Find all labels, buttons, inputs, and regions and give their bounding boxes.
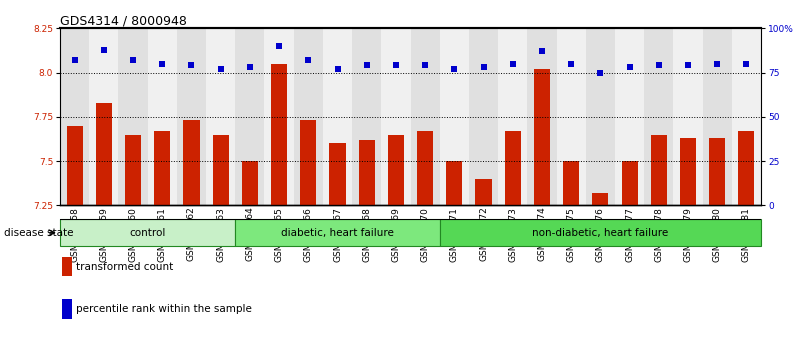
Point <box>360 63 373 68</box>
Bar <box>323 28 352 205</box>
Bar <box>732 28 761 205</box>
Bar <box>183 120 199 205</box>
Bar <box>271 64 287 205</box>
Bar <box>381 28 410 205</box>
Point <box>652 63 665 68</box>
Bar <box>644 28 674 205</box>
Bar <box>294 28 323 205</box>
Bar <box>119 28 147 205</box>
Bar <box>615 28 644 205</box>
Bar <box>674 28 702 205</box>
Bar <box>359 140 375 205</box>
Point <box>98 47 111 52</box>
Bar <box>702 28 732 205</box>
Text: transformed count: transformed count <box>76 262 173 272</box>
Bar <box>242 161 258 205</box>
Bar <box>212 135 229 205</box>
Bar <box>476 179 492 205</box>
Bar <box>440 219 761 246</box>
Bar <box>505 131 521 205</box>
Bar <box>709 138 725 205</box>
Bar <box>563 161 579 205</box>
Bar <box>586 28 615 205</box>
Point <box>272 43 285 49</box>
Point <box>185 63 198 68</box>
Bar <box>498 28 527 205</box>
Text: control: control <box>130 228 166 238</box>
Bar <box>147 28 177 205</box>
Bar <box>206 28 235 205</box>
Bar <box>60 28 89 205</box>
Point <box>244 64 256 70</box>
Bar <box>264 28 294 205</box>
Bar <box>300 120 316 205</box>
Point <box>740 61 753 67</box>
Bar <box>352 28 381 205</box>
Bar <box>155 131 171 205</box>
Point <box>594 70 606 75</box>
Bar <box>440 28 469 205</box>
Bar <box>622 161 638 205</box>
Point <box>331 66 344 72</box>
Bar <box>235 28 264 205</box>
Point <box>302 57 315 63</box>
Point <box>68 57 81 63</box>
Bar <box>534 69 550 205</box>
Text: GDS4314 / 8000948: GDS4314 / 8000948 <box>60 14 187 27</box>
Bar <box>527 28 557 205</box>
Point <box>682 63 694 68</box>
Text: non-diabetic, heart failure: non-diabetic, heart failure <box>532 228 669 238</box>
Bar <box>235 219 440 246</box>
Bar <box>650 135 666 205</box>
Bar <box>680 138 696 205</box>
Bar <box>388 135 404 205</box>
Point <box>710 61 723 67</box>
Text: diabetic, heart failure: diabetic, heart failure <box>281 228 394 238</box>
Bar <box>592 193 609 205</box>
Point <box>565 61 578 67</box>
Bar <box>89 28 119 205</box>
Bar <box>557 28 586 205</box>
Text: disease state: disease state <box>4 228 74 238</box>
Point <box>156 61 169 67</box>
Bar <box>329 143 345 205</box>
Point <box>623 64 636 70</box>
Bar <box>469 28 498 205</box>
Bar <box>410 28 440 205</box>
Text: percentile rank within the sample: percentile rank within the sample <box>76 304 252 314</box>
Bar <box>66 126 83 205</box>
Point <box>127 57 139 63</box>
Point <box>477 64 490 70</box>
Point <box>419 63 432 68</box>
Bar <box>125 135 141 205</box>
Point <box>506 61 519 67</box>
Point <box>215 66 227 72</box>
Bar <box>446 161 462 205</box>
Bar <box>739 131 755 205</box>
Point <box>389 63 402 68</box>
Point <box>536 48 549 54</box>
Bar <box>177 28 206 205</box>
Bar <box>96 103 112 205</box>
Point <box>448 66 461 72</box>
Bar <box>60 219 235 246</box>
Bar <box>417 131 433 205</box>
